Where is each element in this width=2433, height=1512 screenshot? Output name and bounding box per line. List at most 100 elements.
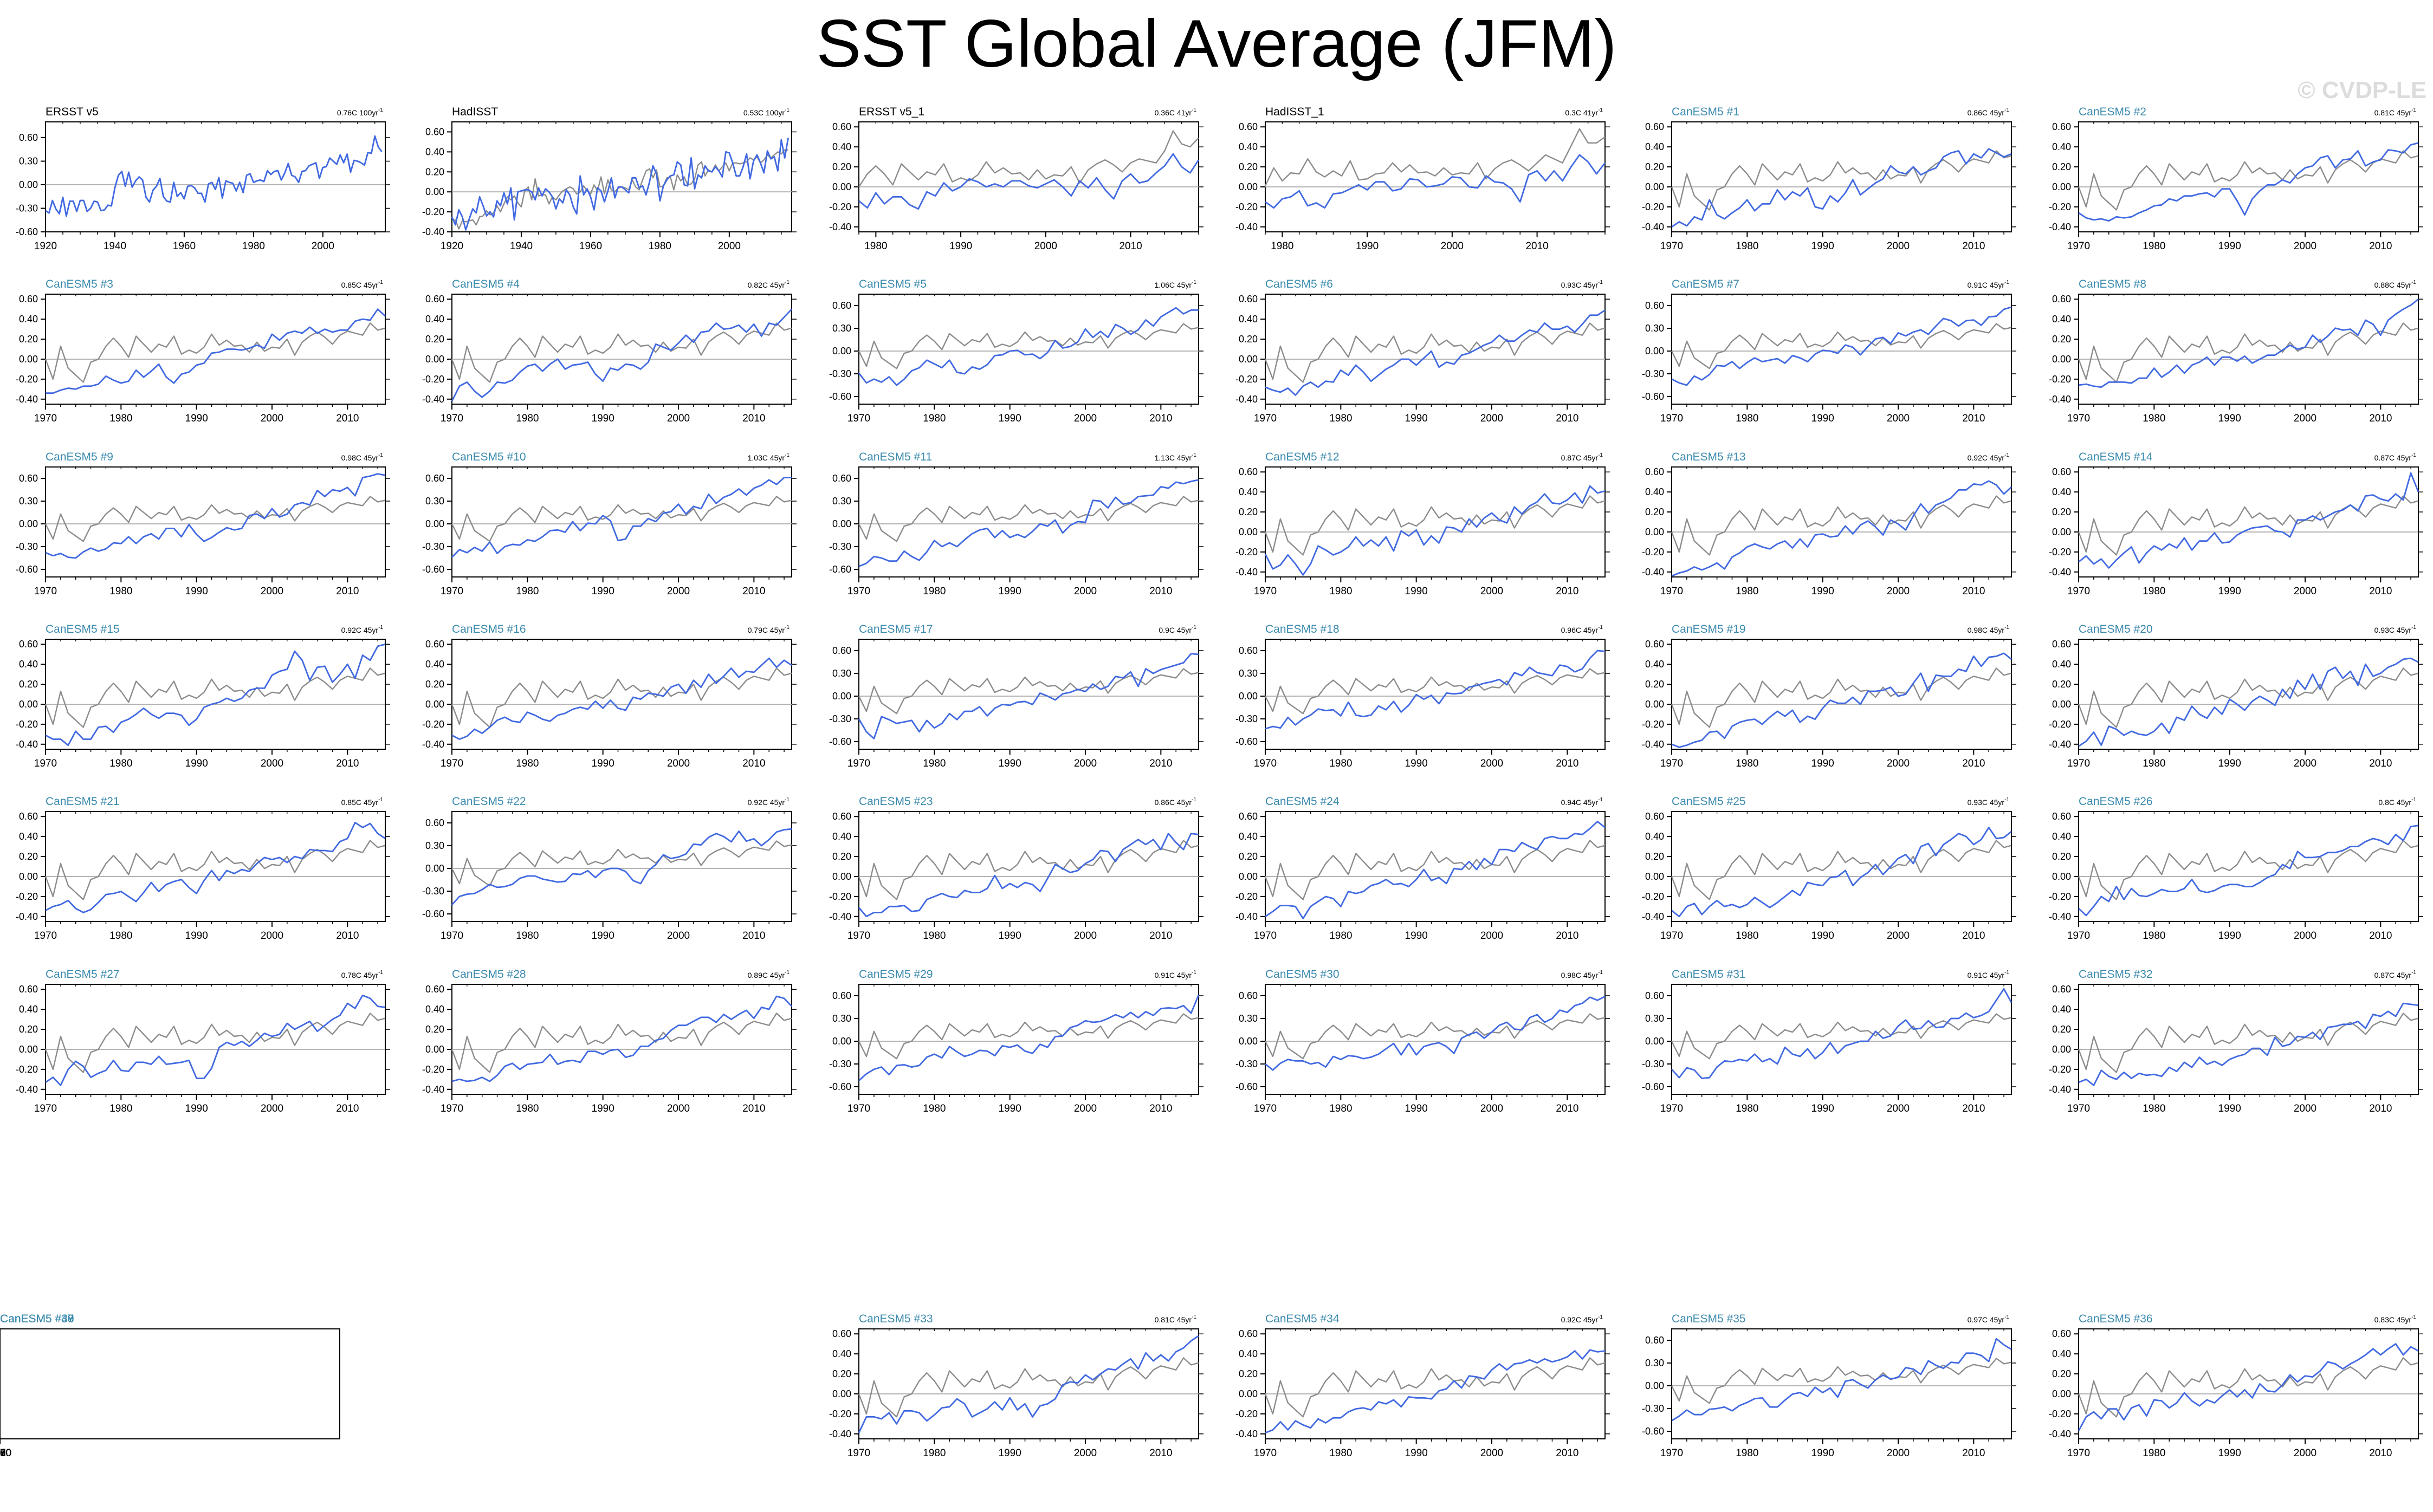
trend-label: 1.03C 45yr-1 [748, 452, 790, 462]
panel-title: CanESM5 #38 [0, 1313, 74, 1325]
x-tick-label: 1970 [1254, 758, 1277, 769]
trend-label: 0.98C 45yr-1 [1968, 625, 2010, 634]
y-tick-label: 0.20 [425, 1024, 444, 1035]
x-tick-label: 1970 [847, 758, 870, 769]
trend-label: 0.93C 45yr-1 [1968, 797, 2010, 807]
x-tick-label: 1990 [185, 930, 208, 942]
y-tick-label: -0.20 [1642, 891, 1664, 902]
trend-exponent: -1 [378, 970, 383, 976]
y-tick-label: 0.40 [832, 141, 851, 152]
x-tick-label: 2000 [1887, 1103, 1910, 1114]
x-tick-label: 1990 [2218, 1103, 2241, 1114]
trend-label: 0.86C 45yr-1 [1155, 797, 1197, 807]
plot-frame [1265, 294, 1606, 405]
y-tick-label: 0.20 [1645, 161, 1664, 172]
y-tick-label: -0.40 [16, 911, 38, 922]
chart-panel: CanESM5 #4 0.82C 45yr-1 1970 1980 1990 2000 20… [422, 278, 797, 424]
series-line-primary [1671, 480, 2012, 577]
x-tick-label: 1970 [2067, 586, 2090, 597]
x-tick-label: 1970 [441, 1103, 463, 1114]
y-tick-label: 0.20 [2052, 1024, 2071, 1035]
y-tick-label: -0.40 [422, 1084, 444, 1095]
x-tick-label: 2010 [1149, 413, 1172, 424]
series-line-primary [858, 833, 1199, 918]
x-tick-label: 1980 [923, 930, 946, 942]
chart-panel: CanESM5 #23 0.86C 45yr-1 1970 1980 1990 2000 2… [829, 795, 1203, 942]
chart-panel: CanESM5 #35 0.97C 45yr-1 1970 1980 1990 2000 2… [1642, 1313, 2016, 1459]
y-tick-label: 0.60 [1239, 294, 1258, 304]
y-tick-label: -0.30 [16, 541, 38, 552]
trend-label: 0.3C 41yr-1 [1565, 107, 1603, 117]
y-tick-label: 0.40 [1645, 141, 1664, 152]
trend-exponent: -1 [2004, 625, 2009, 631]
y-tick-label: 0.00 [425, 863, 444, 874]
panel-title: CanESM5 #21 [46, 795, 120, 808]
y-tick-label: -0.30 [1642, 1059, 1664, 1069]
chart-panel: CanESM5 #30 0.98C 45yr-1 1970 1980 1990 2000 2… [1235, 968, 1610, 1114]
plot-frame [45, 294, 386, 405]
plot-frame [45, 984, 386, 1095]
series-line-primary [45, 643, 386, 746]
chart-panel: CanESM5 #7 0.91C 45yr-1 1970 1980 1990 2000 20… [1642, 278, 2016, 424]
panel-title: CanESM5 #3 [46, 278, 113, 290]
trend-exponent: -1 [1192, 970, 1196, 976]
chart-panel: CanESM5 #12 0.87C 45yr-1 1970 1980 1990 2000 2… [1235, 451, 1610, 597]
x-tick-label: 1970 [847, 586, 870, 597]
y-tick-label: -0.40 [2049, 567, 2071, 577]
y-tick-label: -0.20 [16, 719, 38, 730]
y-tick-label: -0.20 [422, 719, 444, 730]
panel-title: CanESM5 #26 [2079, 795, 2153, 808]
plot-frame [451, 466, 792, 577]
plot-frame [0, 1328, 340, 1439]
chart-panel: CanESM5 #9 0.98C 45yr-1 1970 1980 1990 2000 20… [16, 451, 390, 597]
y-tick-label: 0.20 [1645, 507, 1664, 517]
plot-frame [451, 984, 792, 1095]
x-tick-label: 2000 [667, 1103, 690, 1114]
trend-exponent: -1 [378, 452, 383, 458]
panel-title: CanESM5 #31 [1672, 968, 1746, 981]
y-tick-label: 0.00 [19, 871, 38, 882]
trend-exponent: -1 [2411, 107, 2416, 113]
x-tick-label: 2010 [1556, 758, 1578, 769]
y-tick-label: -0.40 [2049, 911, 2071, 922]
series-line-primary [451, 828, 792, 906]
trend-label: 0.98C 45yr-1 [341, 452, 384, 462]
trend-label: 0.87C 45yr-1 [1561, 452, 1603, 462]
x-tick-label: 1970 [1254, 586, 1277, 597]
x-tick-label: 1990 [999, 586, 1021, 597]
series-line-reference [2078, 840, 2419, 900]
trend-exponent: -1 [785, 280, 790, 285]
series-line-reference [1671, 323, 2012, 369]
x-tick-label: 1970 [0, 1448, 11, 1459]
y-tick-label: 0.00 [832, 691, 851, 702]
x-tick-label: 1990 [2218, 1448, 2241, 1459]
y-tick-label: 0.40 [1645, 831, 1664, 842]
y-tick-label: -0.40 [16, 1084, 38, 1095]
y-tick-label: 0.40 [2052, 831, 2071, 842]
x-tick-label: 1970 [1254, 930, 1277, 942]
y-tick-label: 0.00 [1239, 527, 1258, 537]
y-tick-label: -0.60 [422, 909, 444, 919]
y-tick-label: 0.60 [1239, 1328, 1258, 1339]
y-tick-label: 0.00 [832, 181, 851, 192]
y-tick-label: 0.40 [19, 1004, 38, 1015]
y-tick-label: 0.30 [1239, 1013, 1258, 1024]
y-tick-label: -0.30 [422, 541, 444, 552]
series-line-reference [858, 496, 1199, 542]
chart-panel: CanESM5 #27 0.78C 45yr-1 1970 1980 1990 2000 2… [16, 968, 390, 1114]
x-tick-label: 2010 [1149, 930, 1172, 942]
trend-exponent: -1 [1598, 625, 1603, 631]
y-tick-label: 0.00 [1239, 1388, 1258, 1399]
panel-title: CanESM5 #20 [2079, 623, 2153, 635]
series-line-reference [451, 322, 792, 383]
x-tick-label: 1980 [2143, 241, 2165, 252]
y-tick-label: -0.30 [829, 713, 851, 724]
y-tick-label: 0.30 [1645, 1358, 1664, 1368]
trend-exponent: -1 [378, 107, 383, 113]
y-tick-label: 0.60 [2052, 984, 2071, 995]
plot-frame [1671, 984, 2012, 1095]
trend-exponent: -1 [1192, 625, 1196, 631]
series-line-primary [1265, 1349, 1606, 1434]
y-tick-label: -0.40 [1235, 222, 1258, 232]
x-tick-label: 2010 [742, 758, 765, 769]
